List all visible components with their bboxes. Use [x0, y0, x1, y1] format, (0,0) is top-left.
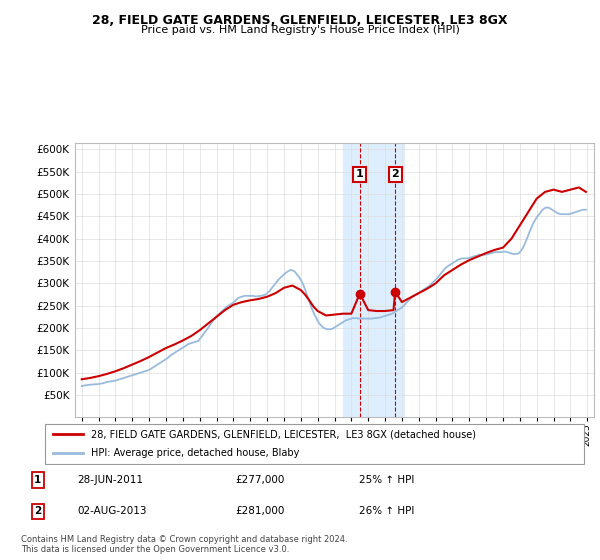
Text: Price paid vs. HM Land Registry's House Price Index (HPI): Price paid vs. HM Land Registry's House … — [140, 25, 460, 35]
FancyBboxPatch shape — [45, 424, 584, 464]
Bar — [343, 143, 404, 417]
Text: 1: 1 — [356, 169, 364, 179]
Text: Contains HM Land Registry data © Crown copyright and database right 2024.
This d: Contains HM Land Registry data © Crown c… — [21, 535, 347, 554]
Text: 25% ↑ HPI: 25% ↑ HPI — [359, 475, 415, 485]
Text: £281,000: £281,000 — [235, 506, 284, 516]
Text: HPI: Average price, detached house, Blaby: HPI: Average price, detached house, Blab… — [91, 449, 299, 459]
Text: 2: 2 — [34, 506, 41, 516]
Text: 02-AUG-2013: 02-AUG-2013 — [77, 506, 147, 516]
Text: 1: 1 — [34, 475, 41, 485]
Text: 28, FIELD GATE GARDENS, GLENFIELD, LEICESTER,  LE3 8GX (detached house): 28, FIELD GATE GARDENS, GLENFIELD, LEICE… — [91, 429, 476, 439]
Text: 2: 2 — [391, 169, 399, 179]
Text: 28-JUN-2011: 28-JUN-2011 — [77, 475, 143, 485]
Text: 26% ↑ HPI: 26% ↑ HPI — [359, 506, 415, 516]
Text: £277,000: £277,000 — [235, 475, 284, 485]
Text: 28, FIELD GATE GARDENS, GLENFIELD, LEICESTER, LE3 8GX: 28, FIELD GATE GARDENS, GLENFIELD, LEICE… — [92, 14, 508, 27]
